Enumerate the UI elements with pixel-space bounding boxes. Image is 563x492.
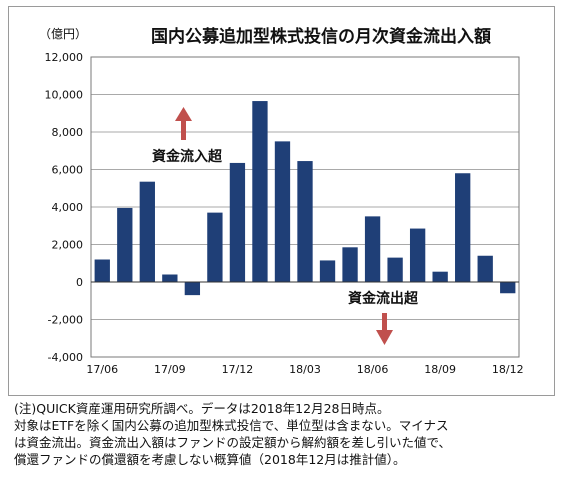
x-tick-label: 18/03 xyxy=(289,363,321,376)
bar-17/07 xyxy=(117,207,133,282)
x-tick-label: 18/06 xyxy=(357,363,389,376)
bar-18/03 xyxy=(297,161,313,282)
footnote-line: 対象はETFを除く国内公募の追加型株式投信で、単位型は含まない。マイナス xyxy=(14,418,449,433)
bar-chart: 国内公募追加型株式投信の月次資金流出入額 （億円） -4,000 -2,000 0 2… xyxy=(39,26,524,376)
chart-title: 国内公募追加型株式投信の月次資金流出入額 xyxy=(151,26,491,47)
inflow-label: 資金流入超 xyxy=(152,148,223,165)
up-arrow-icon xyxy=(175,107,192,140)
down-arrow-icon xyxy=(376,313,393,345)
bar-18/10 xyxy=(455,173,471,282)
footnote: (注)QUICK資産運用研究所調べ。データは2018年12月28日時点。 対象は… xyxy=(14,400,554,468)
y-tick-label: 0 xyxy=(76,276,83,289)
bar-17/12 xyxy=(229,162,246,282)
bar-18/06 xyxy=(364,216,381,282)
bar-18/05 xyxy=(342,247,358,282)
bar-17/10 xyxy=(184,282,201,296)
annotations: 資金流入超 資金流出超 xyxy=(152,107,419,345)
plot-area-border xyxy=(90,56,520,358)
x-tick-label: 17/12 xyxy=(222,363,254,376)
bar-18/11 xyxy=(477,255,493,282)
y-tick-label: 4,000 xyxy=(52,201,84,214)
x-tick-label: 17/06 xyxy=(86,363,118,376)
unit-label: （億円） xyxy=(39,27,87,41)
bar-18/09 xyxy=(432,271,448,282)
y-tick-label: 6,000 xyxy=(52,164,84,177)
x-tick-labels: 17/06 17/09 17/12 18/03 18/06 18/09 18/12 xyxy=(86,363,523,376)
bar-18/12 xyxy=(500,282,516,294)
y-tick-labels: -4,000 -2,000 0 2,000 4,000 6,000 8,000 10,000 1… xyxy=(45,51,84,364)
outflow-label: 資金流出超 xyxy=(348,290,419,307)
bar-18/01 xyxy=(252,101,268,282)
bar-17/08 xyxy=(139,181,155,282)
bar-17/09 xyxy=(162,274,178,282)
x-tick-label: 17/09 xyxy=(154,363,186,376)
bar-17/11 xyxy=(207,212,223,282)
bars xyxy=(94,101,516,296)
axes xyxy=(90,56,520,358)
y-tick-label: 12,000 xyxy=(45,51,84,64)
footnote-line: は資金流出。資金流出入額はファンドの設定額から解約額を差し引いた値で、 xyxy=(14,435,452,450)
y-tick-label: 2,000 xyxy=(52,239,84,252)
bar-17/06 xyxy=(94,259,110,282)
y-tick-label: 8,000 xyxy=(52,126,84,139)
y-tick-label: 10,000 xyxy=(45,89,84,102)
bar-18/07 xyxy=(387,257,403,282)
y-tick-label: -2,000 xyxy=(48,314,83,327)
x-tick-label: 18/09 xyxy=(424,363,456,376)
bar-18/04 xyxy=(319,260,336,282)
footnote-line: 償還ファンドの償還額を考慮しない概算値（2018年12月は推計値）。 xyxy=(14,452,406,467)
y-tick-label: -4,000 xyxy=(48,351,83,364)
x-tick-label: 18/12 xyxy=(492,363,524,376)
bar-18/08 xyxy=(409,228,426,282)
bar-18/02 xyxy=(274,141,291,282)
footnote-line: (注)QUICK資産運用研究所調べ。データは2018年12月28日時点。 xyxy=(14,401,390,416)
chart-frame: 国内公募追加型株式投信の月次資金流出入額 （億円） -4,000 -2,000 0 2… xyxy=(8,6,555,396)
